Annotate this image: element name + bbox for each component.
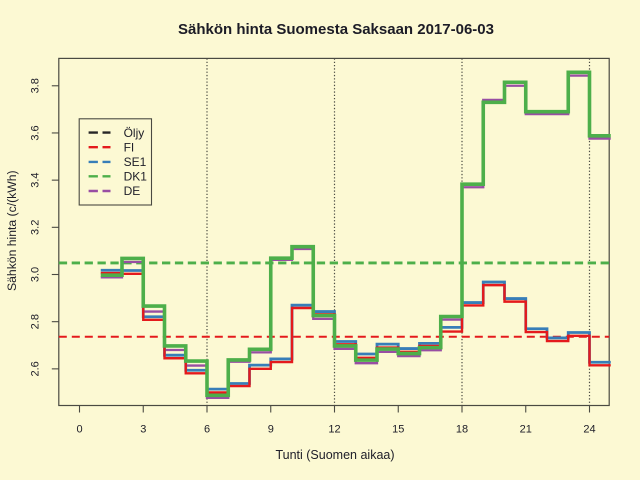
svg-text:6: 6	[204, 423, 210, 435]
svg-text:9: 9	[268, 423, 274, 435]
svg-text:3.8: 3.8	[30, 78, 42, 93]
svg-text:3.0: 3.0	[30, 267, 42, 282]
svg-text:Sähkön hinta Suomesta Saksaan: Sähkön hinta Suomesta Saksaan 2017-06-03	[178, 21, 494, 38]
svg-text:3: 3	[140, 423, 146, 435]
svg-text:Öljy: Öljy	[124, 126, 145, 140]
svg-text:2.8: 2.8	[30, 314, 42, 329]
svg-text:0: 0	[76, 423, 82, 435]
svg-text:3.6: 3.6	[30, 125, 42, 140]
svg-text:2.6: 2.6	[30, 361, 42, 376]
svg-text:Sähkön hinta (c/(kWh): Sähkön hinta (c/(kWh)	[5, 170, 19, 291]
svg-text:3.2: 3.2	[30, 220, 42, 235]
svg-text:12: 12	[328, 423, 340, 435]
svg-text:FI: FI	[124, 140, 135, 154]
svg-text:DK1: DK1	[124, 170, 148, 184]
svg-text:21: 21	[520, 423, 532, 435]
svg-text:18: 18	[456, 423, 468, 435]
svg-text:SE1: SE1	[124, 155, 147, 169]
svg-text:DE: DE	[124, 184, 141, 198]
svg-text:3.4: 3.4	[30, 172, 42, 187]
svg-text:15: 15	[392, 423, 404, 435]
svg-text:24: 24	[583, 423, 595, 435]
svg-text:Tunti (Suomen aikaa): Tunti (Suomen aikaa)	[275, 448, 394, 462]
